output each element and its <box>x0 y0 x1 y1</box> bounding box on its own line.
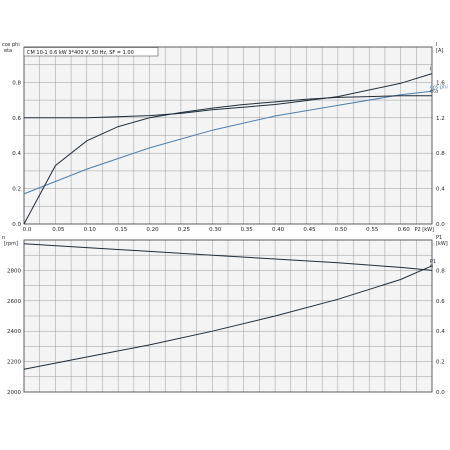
bottom-series-label: P1 <box>430 259 436 265</box>
top-series-label: I <box>430 67 431 73</box>
x-tick-label: 0.15 <box>115 227 128 233</box>
x-tick-label: 0.05 <box>52 227 65 233</box>
x-tick-label: 0.0 <box>23 227 32 233</box>
top-frame <box>23 46 433 225</box>
bottom-right-axis-title: [kW] <box>436 241 448 247</box>
bottom-left-axis-title: n <box>2 235 5 241</box>
top-right-tick-label: 0.0 <box>436 222 445 228</box>
top-series-label: cos phi <box>430 84 448 90</box>
x-tick-label: 0.40 <box>272 227 285 233</box>
x-tick-label: 0.30 <box>209 227 222 233</box>
bottom-right-tick-label: 0.2 <box>436 360 445 366</box>
bottom-right-tick-label: 0.0 <box>436 390 445 396</box>
top-left-tick-label: 0.4 <box>12 151 21 157</box>
x-tick-label: 0.25 <box>178 227 191 233</box>
bottom-left-tick-label: 2000 <box>7 390 21 396</box>
x-tick-label: 0.10 <box>84 227 97 233</box>
bottom-left-tick-label: 2600 <box>7 299 21 305</box>
top-right-axis-title: [A] <box>436 48 443 54</box>
x-axis-title: P2 [kW] <box>414 227 434 233</box>
top-right-axis-title: I <box>436 42 437 48</box>
top-left-axis-title: eta <box>4 48 12 54</box>
top-series-label: eta <box>430 89 438 95</box>
x-tick-label: 0.20 <box>146 227 159 233</box>
bottom-frame <box>23 239 433 393</box>
legend-text: CM 10-1 0.6 kW 3*400 V, 50 Hz, SF = 1.00 <box>27 50 134 56</box>
bottom-series-n <box>23 243 433 271</box>
top-right-tick-label: 1.6 <box>436 80 445 86</box>
x-tick-label: 0.45 <box>303 227 316 233</box>
speed-power-panel: 2000 2200 2400 2600 2800 0.0 0.2 0.4 0.6 0.8 n[rpm… <box>2 235 448 396</box>
top-left-tick-label: 0.2 <box>12 187 21 193</box>
top-right-tick-label: 0.4 <box>436 187 445 193</box>
bottom-right-tick-label: 0.4 <box>436 329 445 335</box>
top-series-i <box>24 73 433 119</box>
top-right-tick-label: 1.2 <box>436 116 445 122</box>
top-left-axis-title: cos phi <box>2 42 20 48</box>
bottom-right-tick-label: 0.6 <box>436 299 445 305</box>
x-tick-label: 0.50 <box>335 227 348 233</box>
top-left-tick-label: 0.6 <box>12 116 21 122</box>
top-series-cos-phi <box>23 90 433 195</box>
bottom-left-axis-title: [rpm] <box>4 241 18 247</box>
bottom-right-tick-label: 0.8 <box>436 268 445 274</box>
bottom-left-tick-label: 2800 <box>7 268 21 274</box>
top-left-tick-label: 0.0 <box>12 222 21 228</box>
top-left-tick-label: 0.8 <box>12 80 21 86</box>
x-tick-label: 0.35 <box>241 227 254 233</box>
bottom-left-tick-label: 2400 <box>7 329 21 335</box>
top-right-tick-label: 0.8 <box>436 151 445 157</box>
bottom-series-p1 <box>23 265 433 370</box>
x-tick-label: 0.60 <box>397 227 410 233</box>
bottom-right-axis-title: P1 <box>436 235 442 241</box>
top-series-eta <box>23 95 432 225</box>
legend-box <box>23 47 159 57</box>
x-tick-label: 0.55 <box>366 227 379 233</box>
bottom-left-tick-label: 2200 <box>7 360 21 366</box>
